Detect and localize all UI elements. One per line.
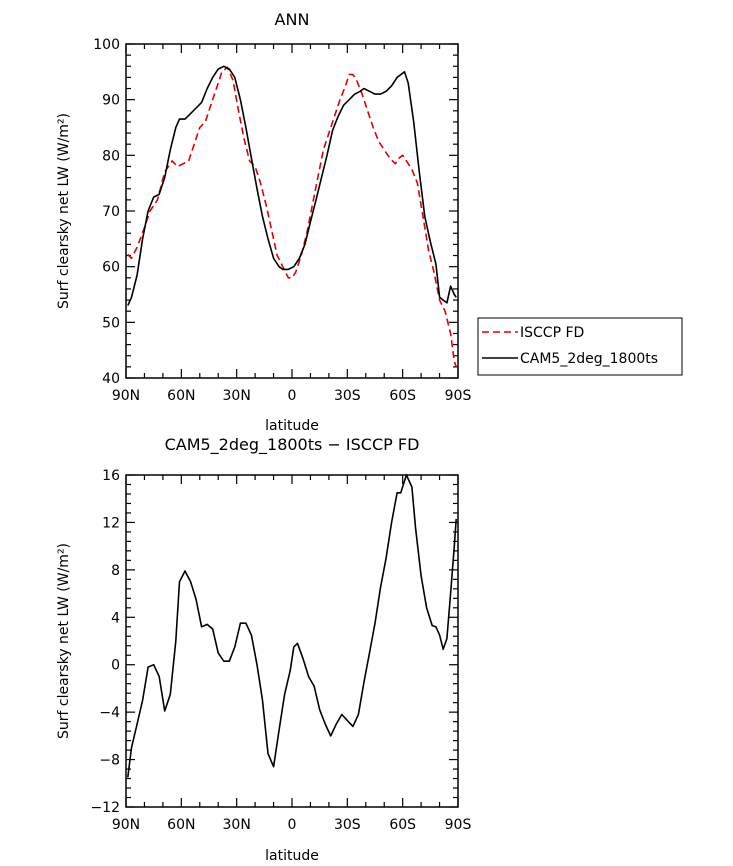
legend-box [477,317,683,376]
legend-label-cam5: CAM5_2deg_1800ts [520,351,658,367]
legend: ISCCP FD CAM5_2deg_1800ts [477,317,683,376]
bottom-x-tick-label: 0 [288,817,297,833]
top-x-tick-label: 90S [445,388,472,404]
bottom-y-tick-label: 0 [111,658,120,674]
top-series-line-0 [127,66,457,368]
bottom-x-tick-label: 90S [445,817,472,833]
legend-label-isccp: ISCCP FD [520,325,584,341]
bottom-x-tick-label: 30S [334,817,361,833]
bottom-y-tick-label: 16 [102,468,120,484]
top-y-tick-label: 100 [93,37,120,53]
bottom-x-tick-label: 60S [389,817,416,833]
top-y-tick-label: 90 [102,93,120,109]
top-x-axis-label: latitude [265,418,319,434]
top-x-tick-label: 0 [288,388,297,404]
bottom-y-axis-label: Surf clearsky net LW (W/m²) [56,543,72,739]
top-x-tick-label: 90N [112,388,140,404]
bottom-y-tick-label: −4 [99,705,120,721]
bottom-title: CAM5_2deg_1800ts − ISCCP FD [165,435,420,455]
top-panel: ANN 90N 60N 30N 0 30S 60S 90S 40 50 60 70 80 90 100 l… [56,10,471,434]
top-ticks: 90N 60N 30N 0 30S 60S 90S 40 50 60 70 80 90 100 [93,37,471,404]
bottom-x-tick-label: 60N [167,817,195,833]
top-x-tick-label: 60S [389,388,416,404]
top-plot-frame [125,43,459,379]
bottom-x-tick-label: 30N [223,817,251,833]
bottom-y-tick-label: 8 [111,563,120,579]
top-y-tick-label: 40 [102,371,120,387]
top-y-tick-label: 60 [102,260,120,276]
top-x-tick-label: 60N [167,388,195,404]
top-y-axis-label: Surf clearsky net LW (W/m²) [56,113,72,309]
top-series-line-1 [127,65,457,306]
top-x-tick-label: 30N [223,388,251,404]
bottom-x-tick-label: 90N [112,817,140,833]
bottom-y-tick-label: −8 [99,753,120,769]
bottom-series [127,474,457,778]
top-y-tick-label: 70 [102,204,120,220]
top-y-tick-label: 80 [102,148,120,164]
top-series [127,65,457,368]
bottom-panel: CAM5_2deg_1800ts − ISCCP FD 90N 60N 30N 0 30… [56,435,471,864]
bottom-y-tick-label: 4 [111,610,120,626]
top-x-tick-label: 30S [334,388,361,404]
top-y-tick-label: 50 [102,315,120,331]
bottom-ticks: 90N 60N 30N 0 30S 60S 90S −12 −8 −4 0 4 8 12 16 [90,468,471,833]
bottom-y-tick-label: −12 [90,800,120,816]
top-title: ANN [275,10,310,29]
bottom-x-axis-label: latitude [265,848,319,864]
bottom-y-tick-label: 12 [102,515,120,531]
bottom-series-line-0 [127,474,457,778]
